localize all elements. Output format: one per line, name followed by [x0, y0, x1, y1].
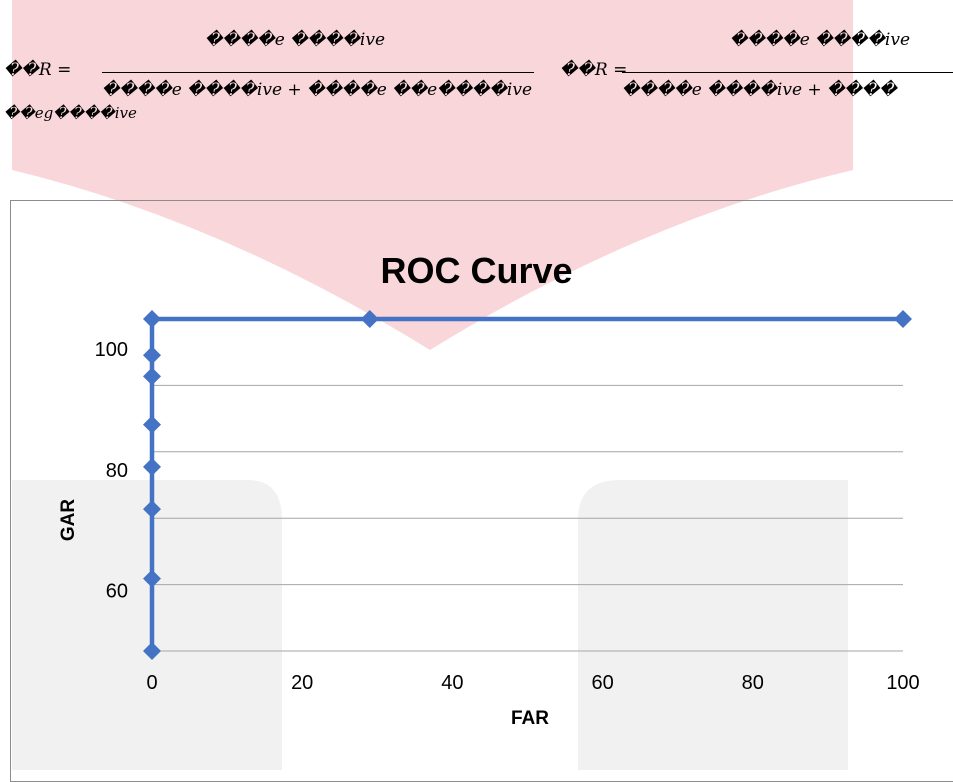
data-point-marker [143, 346, 161, 365]
y-axis-label: GAR [58, 499, 79, 542]
x-tick-label: 60 [591, 672, 613, 694]
series-group [143, 310, 912, 660]
data-point-marker [360, 310, 379, 328]
data-point-marker [143, 367, 161, 386]
x-axis-label: FAR [511, 708, 549, 729]
y-tick-label: 80 [106, 460, 128, 482]
x-tick-label: 20 [291, 672, 313, 694]
x-tick-labels: 0 20 40 60 80 100 [146, 672, 919, 694]
gridlines [152, 318, 903, 652]
x-tick-label: 0 [146, 672, 157, 694]
x-tick-label: 80 [742, 672, 764, 694]
y-tick-label: 60 [106, 581, 128, 603]
series-line [149, 316, 903, 651]
y-tick-labels: 60 80 100 [95, 339, 128, 602]
data-point-marker [143, 642, 161, 660]
y-tick-label: 100 [95, 339, 128, 361]
data-point-marker [143, 415, 161, 434]
data-point-marker [143, 500, 161, 519]
x-tick-label: 40 [441, 672, 463, 694]
data-point-marker [143, 310, 161, 328]
data-point-marker [894, 310, 912, 328]
x-tick-label: 100 [886, 672, 919, 694]
chart-title: ROC Curve [380, 250, 573, 291]
data-point-marker [143, 457, 161, 476]
